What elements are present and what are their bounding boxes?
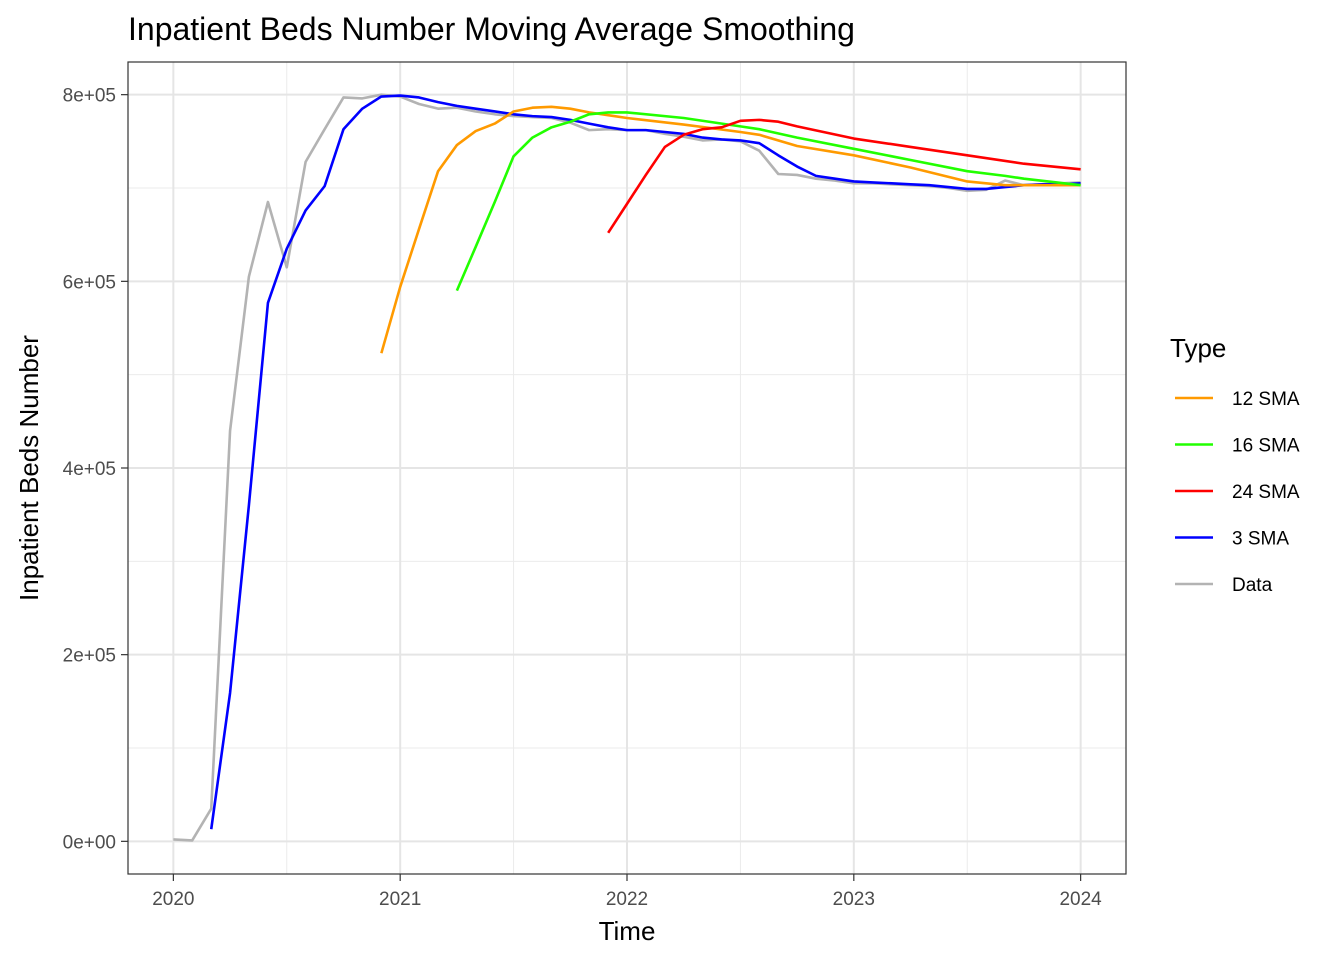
y-axis-title: Inpatient Beds Number xyxy=(14,335,44,601)
x-tick-label: 2024 xyxy=(1059,889,1102,910)
chart-title: Inpatient Beds Number Moving Average Smo… xyxy=(128,11,855,47)
legend-label-12-sma: 12 SMA xyxy=(1232,389,1300,410)
grid-lines xyxy=(128,62,1126,874)
y-tick-label: 0e+00 xyxy=(63,832,116,853)
plot-series xyxy=(173,93,1081,842)
legend-label-data: Data xyxy=(1232,575,1273,596)
y-tick-label: 4e+05 xyxy=(63,459,116,480)
y-tick-label: 6e+05 xyxy=(63,272,116,293)
axes: 2020 2021 2022 2023 2024 0e+00 2e+05 4e+05 6e+05… xyxy=(63,86,1103,910)
legend: Type 12 SMA 16 SMA 24 SMA 3 SMA Data xyxy=(1170,333,1300,596)
legend-items: 12 SMA 16 SMA 24 SMA 3 SMA Data xyxy=(1175,389,1300,596)
series-line-24-sma xyxy=(607,118,1081,234)
y-tick-label: 8e+05 xyxy=(63,86,116,107)
series-line-16-sma xyxy=(455,111,1081,292)
y-tick-label: 2e+05 xyxy=(63,646,116,667)
x-axis-title: Time xyxy=(599,916,656,946)
legend-label-3-sma: 3 SMA xyxy=(1232,529,1289,550)
legend-label-16-sma: 16 SMA xyxy=(1232,436,1300,457)
legend-title: Type xyxy=(1170,333,1226,363)
x-tick-label: 2022 xyxy=(606,889,648,910)
x-tick-label: 2023 xyxy=(833,889,875,910)
legend-label-24-sma: 24 SMA xyxy=(1232,482,1300,503)
x-tick-label: 2021 xyxy=(379,889,421,910)
x-tick-label: 2020 xyxy=(152,889,194,910)
series-line-3-sma xyxy=(209,94,1081,830)
